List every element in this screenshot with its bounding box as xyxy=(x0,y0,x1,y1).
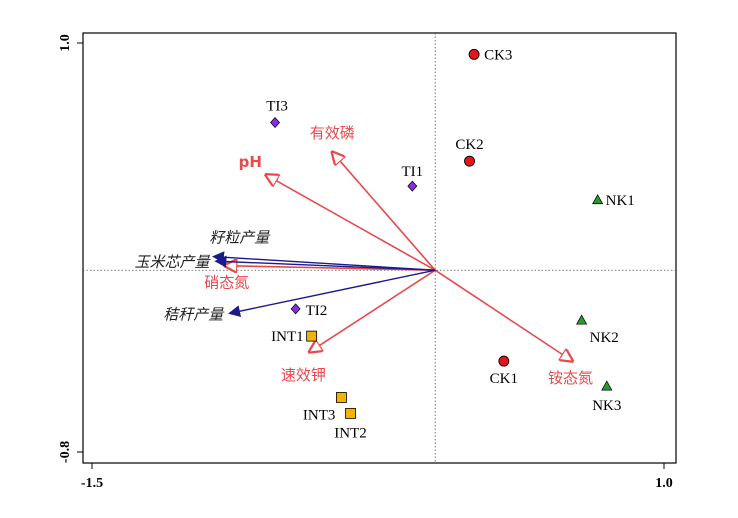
vector-arrow xyxy=(332,152,436,271)
point-marker-square xyxy=(306,330,318,342)
point-label: NK2 xyxy=(590,330,619,346)
point-marker-triangle xyxy=(601,380,613,391)
point-label: CK3 xyxy=(484,47,512,63)
point-label: CK1 xyxy=(490,371,518,387)
vector-arrow xyxy=(309,269,436,352)
plot-frame xyxy=(82,32,677,464)
y-tick-label: 1.0 xyxy=(58,34,73,52)
vector-label: 秸秆产量 xyxy=(163,305,225,323)
vector-label: 速效钾 xyxy=(281,366,326,384)
vector-label: 铵态氮 xyxy=(548,369,593,387)
vector-label: 硝态氮 xyxy=(204,274,249,292)
point-label: NK3 xyxy=(592,398,621,414)
point-label: TI1 xyxy=(401,164,423,180)
point-label: INT1 xyxy=(271,329,304,345)
x-tick-label: 1.0 xyxy=(655,476,673,491)
vector-arrow xyxy=(212,251,436,271)
point-marker-square xyxy=(335,392,347,403)
point-label: TI2 xyxy=(306,303,328,319)
vector-arrow xyxy=(266,175,436,271)
point-marker-circle xyxy=(464,155,475,167)
vector-label: 籽粒产量 xyxy=(209,229,271,247)
point-label: NK1 xyxy=(606,193,635,209)
y-tick-label: -0.8 xyxy=(58,441,73,463)
point-marker-triangle xyxy=(592,194,604,205)
zero-lines xyxy=(83,33,676,463)
vector-arrow xyxy=(228,269,436,318)
vector-label: 玉米芯产量 xyxy=(135,253,212,271)
point-marker-circle xyxy=(498,355,510,367)
point-marker-circle xyxy=(468,48,480,60)
point-marker-diamond xyxy=(270,117,281,129)
point-label: INT2 xyxy=(334,425,367,441)
point-marker-diamond xyxy=(290,303,301,315)
x-tick-label: -1.5 xyxy=(81,476,103,491)
axis-ticks: -1.5 1.0 1.0 -0.8 xyxy=(58,34,673,491)
vector-arrow xyxy=(214,255,436,271)
point-marker-square xyxy=(345,407,356,419)
point-marker-diamond xyxy=(407,180,418,192)
vector-arrow xyxy=(434,269,572,361)
point-label: INT3 xyxy=(303,407,336,423)
vector-label: pH xyxy=(239,153,262,171)
vector-label: 有效磷 xyxy=(310,124,355,142)
point-marker-triangle xyxy=(576,314,588,325)
point-label: CK2 xyxy=(455,137,483,153)
point-label: TI3 xyxy=(266,99,288,115)
